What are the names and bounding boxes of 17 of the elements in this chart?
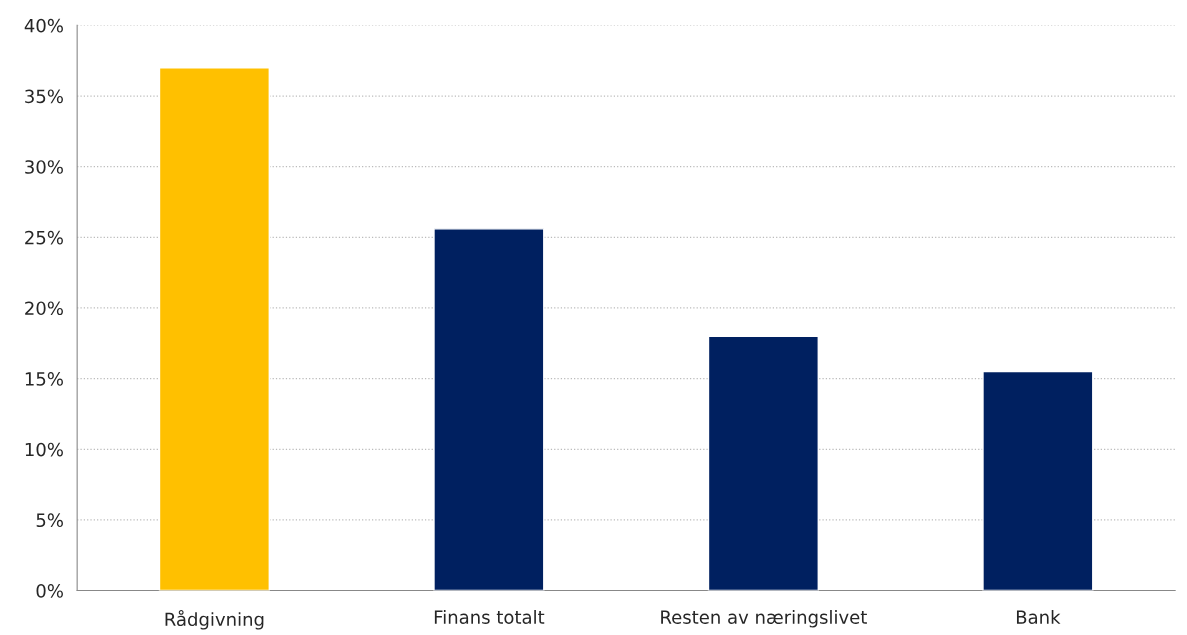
y-tick-label: 35% (25, 89, 63, 104)
x-tick-label: Resten av næringslivet (661, 609, 867, 628)
y-tick-label: 15% (25, 372, 63, 386)
bar (433, 228, 545, 591)
bar (982, 370, 1094, 591)
y-tick-label: 10% (25, 442, 63, 457)
y-tick-label: 40% (24, 18, 63, 33)
x-tick-label: Finans totalt (434, 609, 545, 624)
x-tick-label: Rådgivning (165, 609, 264, 630)
x-tick-label: Bank (1016, 609, 1061, 624)
bar (158, 67, 270, 591)
y-tick-label: 25% (25, 230, 63, 245)
y-tick-label: 0% (36, 584, 63, 598)
y-tick-label: 30% (25, 160, 63, 174)
y-tick-label: 5% (36, 513, 63, 528)
y-tick-label: 20% (25, 301, 63, 316)
bar (707, 335, 819, 591)
